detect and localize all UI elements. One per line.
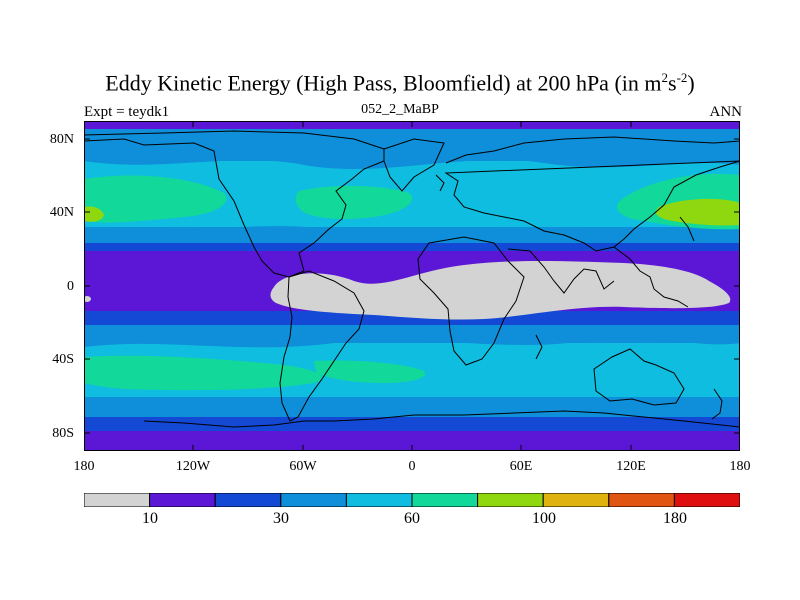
lon-label-0: 0 (408, 459, 416, 474)
coast-madagascar (535, 334, 543, 360)
lime-pacific (655, 198, 740, 226)
coast-greenland (383, 138, 445, 192)
lat-label-40s: 40S (52, 352, 74, 367)
coast-south-america (279, 270, 365, 422)
band-south-edge-2 (84, 397, 740, 419)
colorbar-swatch-0 (84, 493, 151, 507)
colorbar-swatch-5 (411, 493, 479, 507)
colorbar-label-30: 30 (273, 510, 289, 527)
lon-label-180w: 180 (73, 459, 95, 474)
colorbar (84, 493, 740, 507)
south-edge-wave (84, 327, 740, 348)
coast-africa (417, 236, 525, 366)
lon-label-180e: 180 (729, 459, 751, 474)
lat-label-40n: 40N (49, 205, 74, 220)
band-polar-south (84, 431, 740, 451)
band-south-blue-2 (84, 417, 740, 431)
lat-label-80s: 80S (52, 426, 74, 441)
north-edge-wave-2 (84, 226, 740, 243)
period-label: ANN (709, 104, 743, 120)
lat-label-0: 0 (67, 279, 74, 294)
coast-north-america (84, 130, 385, 278)
experiment-label: Expt = teydk1 (84, 104, 170, 120)
colorbar-swatch-6 (477, 493, 544, 507)
gray-tropics (270, 261, 731, 320)
north-edge-wave (84, 151, 740, 170)
coast-arabia-india (507, 248, 615, 294)
colorbar-swatch-7 (542, 493, 610, 507)
lat-label-80n: 80N (49, 132, 74, 147)
lon-label-60e: 60E (509, 459, 533, 474)
plot-title: Eddy Kinetic Energy (High Pass, Bloomfie… (105, 70, 695, 96)
green-south-pacific (84, 355, 323, 391)
gray-small-patch (84, 296, 91, 302)
coast-australia (593, 348, 685, 406)
run-label: 052_2_MaBP (361, 102, 439, 117)
coast-new-zealand (711, 388, 723, 420)
colorbar-label-10: 10 (142, 510, 158, 527)
colorbar-swatch-8 (608, 493, 675, 507)
colorbar-label-180: 180 (663, 510, 687, 527)
green-atlantic (295, 185, 413, 219)
colorbar-swatch-3 (280, 493, 347, 507)
colorbar-swatch-1 (149, 493, 216, 507)
map-plot (84, 121, 740, 451)
lon-label-60w: 60W (289, 459, 317, 474)
coast-europe-asia (444, 136, 740, 252)
colorbar-swatch-9 (673, 493, 740, 507)
coast-japan (679, 216, 695, 242)
colorbar-swatch-2 (214, 493, 282, 507)
colorbar-swatch-4 (345, 493, 413, 507)
lime-west-edge (84, 206, 104, 222)
colorbar-label-60: 60 (404, 510, 420, 527)
lon-label-120e: 120E (616, 459, 646, 474)
green-south-atlantic (314, 360, 426, 383)
lon-label-120w: 120W (175, 459, 211, 474)
coast-antarctica (143, 410, 740, 428)
colorbar-label-100: 100 (532, 510, 556, 527)
coast-uk (435, 174, 445, 192)
tick-marks (84, 121, 740, 451)
coastlines (84, 130, 740, 428)
green-pacific-west (84, 175, 227, 223)
band-south-blue (84, 311, 740, 327)
coast-southeast-asia (613, 246, 689, 308)
band-north-1 (84, 129, 740, 147)
